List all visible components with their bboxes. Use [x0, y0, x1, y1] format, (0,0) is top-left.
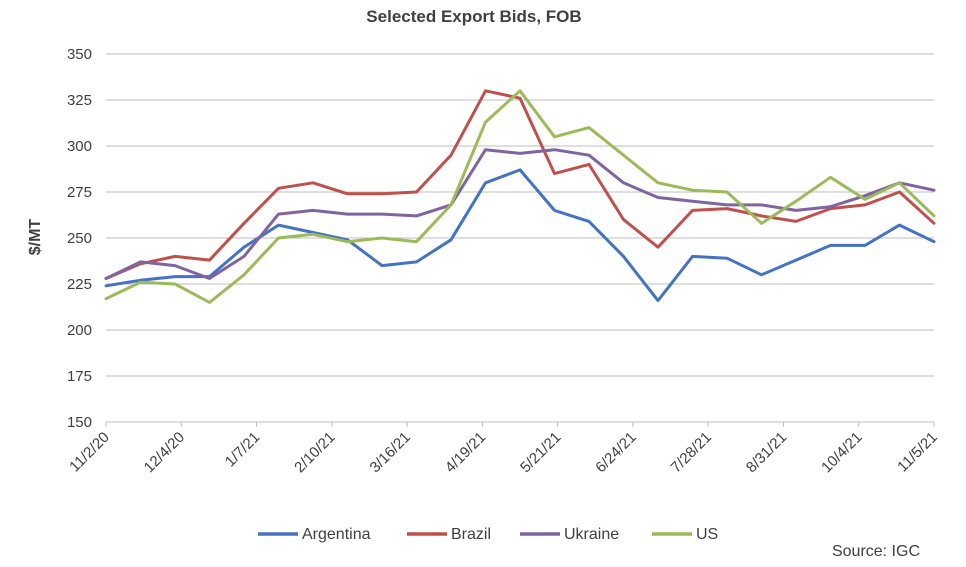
x-tick-label: 8/31/21 — [743, 429, 790, 476]
y-axis-label: $/MT — [27, 219, 44, 256]
x-tick-label: 10/4/21 — [818, 429, 865, 476]
x-tick-label: 3/16/21 — [367, 429, 414, 476]
x-tick-label: 6/24/21 — [592, 429, 639, 476]
x-tick-label: 5/21/21 — [517, 429, 564, 476]
x-tick-label: 2/10/21 — [291, 429, 338, 476]
series-line-us — [104, 89, 936, 304]
y-tick-label: 250 — [67, 230, 92, 247]
chart-title: Selected Export Bids, FOB — [366, 7, 581, 26]
legend: Argentina Brazil Ukraine US — [258, 526, 718, 543]
x-tick-label: 11/5/21 — [894, 429, 941, 476]
legend-label-us: US — [696, 526, 718, 543]
x-tick-label: 4/19/21 — [442, 429, 489, 476]
series-lines — [104, 89, 936, 304]
x-tick-label: 7/28/21 — [668, 429, 715, 476]
x-tick-label: 1/7/21 — [222, 429, 264, 471]
y-tick-label: 300 — [67, 138, 92, 155]
legend-label-ukraine: Ukraine — [564, 526, 619, 543]
x-tick-label: 11/2/20 — [66, 429, 113, 476]
legend-label-brazil: Brazil — [451, 526, 491, 543]
y-tick-label: 175 — [67, 368, 92, 385]
series-line-brazil — [104, 89, 936, 280]
x-tick-label: 12/4/20 — [141, 429, 188, 476]
gridlines — [106, 53, 934, 377]
legend-label-argentina: Argentina — [302, 526, 371, 543]
series-line-argentina — [104, 168, 936, 303]
y-tick-label: 200 — [67, 322, 92, 339]
series-line-ukraine — [104, 148, 936, 280]
y-tick-label: 150 — [67, 414, 92, 431]
y-tick-label: 275 — [67, 184, 92, 201]
y-tick-label: 325 — [67, 92, 92, 109]
y-tick-label: 350 — [67, 46, 92, 63]
y-axis-ticks: 150 175 200 225 250 275 300 325 350 — [67, 46, 92, 431]
y-tick-label: 225 — [67, 276, 92, 293]
source-note: Source: IGC — [832, 543, 920, 560]
x-axis-ticks: 11/2/20 12/4/20 1/7/21 2/10/21 3/16/21 4/19/2… — [66, 422, 941, 476]
